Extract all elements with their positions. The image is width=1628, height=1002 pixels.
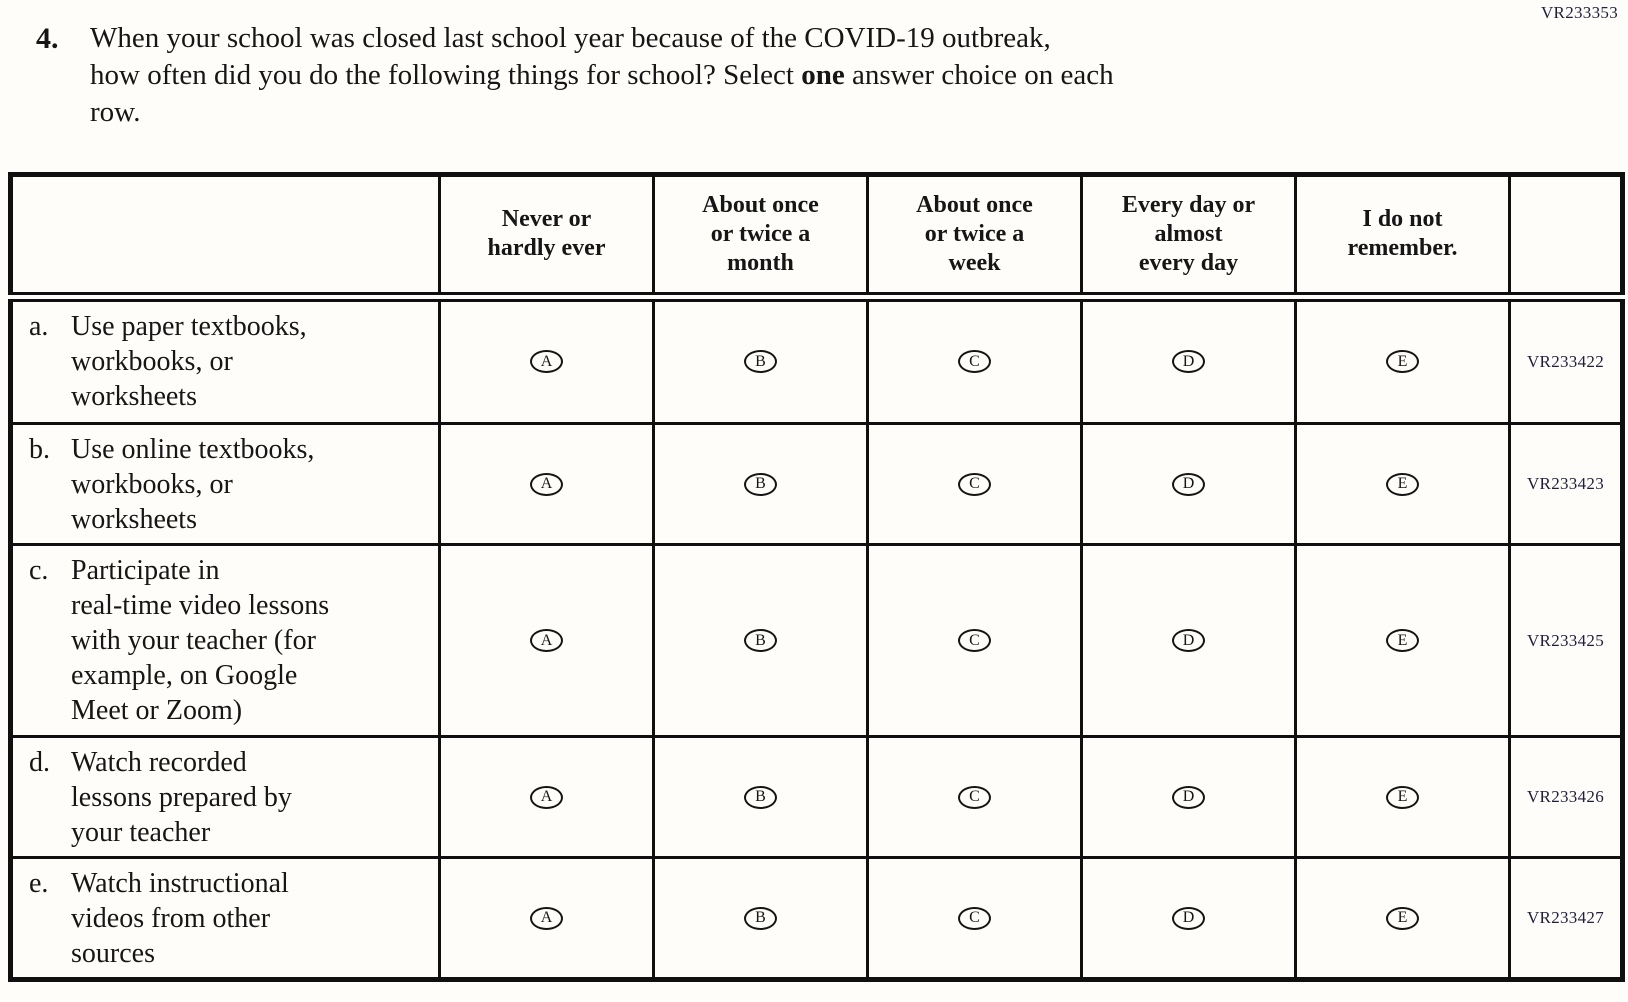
option-cell: C (866, 295, 1083, 425)
answer-bubble-b[interactable]: B (744, 629, 777, 652)
question-bold-word: one (801, 59, 845, 91)
option-cell: D (1080, 543, 1297, 738)
question-block: 4. When your school was closed last scho… (36, 20, 1376, 131)
answer-bubble-d[interactable]: D (1172, 785, 1205, 809)
row-item-code: VR233426 (1508, 735, 1624, 859)
option-cell: B (652, 735, 869, 859)
option-cell: C (866, 856, 1083, 981)
answer-bubble-a[interactable]: A (530, 785, 563, 809)
option-cell: A (438, 543, 655, 738)
table-row-b: b. Use online textbooks, workbooks, or w… (9, 422, 1624, 546)
option-cell: E (1294, 856, 1511, 981)
row-letter: e. (29, 868, 49, 899)
option-cell: E (1294, 422, 1511, 546)
question-text-before: When your school was closed last school … (90, 22, 1051, 91)
answer-bubble-d[interactable]: D (1172, 472, 1205, 496)
answer-bubble-a[interactable]: A (530, 350, 563, 374)
option-cell: B (652, 295, 869, 425)
answer-bubble-c[interactable]: C (958, 629, 991, 652)
table-row-a: a. Use paper textbooks, workbooks, or wo… (9, 295, 1624, 425)
response-grid: Never or hardly ever About once or twice… (8, 172, 1625, 982)
row-item-code: VR233422 (1508, 295, 1624, 425)
answer-bubble-e[interactable]: E (1386, 629, 1419, 652)
header-do-not-remember: I do not remember. (1294, 173, 1511, 302)
row-letter: b. (29, 434, 50, 465)
answer-bubble-e[interactable]: E (1386, 906, 1419, 930)
option-cell: D (1080, 735, 1297, 859)
table-row-d: d. Watch recorded lessons prepared by yo… (9, 735, 1624, 859)
row-letter: d. (29, 747, 50, 778)
option-cell: A (438, 735, 655, 859)
row-label: Participate in real-time video lessons w… (71, 555, 330, 726)
option-cell: D (1080, 856, 1297, 981)
row-label-cell: e. Watch instructional videos from other… (9, 856, 441, 981)
answer-bubble-c[interactable]: C (958, 350, 991, 374)
header-empty-code (1508, 173, 1624, 302)
row-label: Watch instructional videos from other so… (71, 868, 289, 969)
option-cell: B (652, 543, 869, 738)
answer-bubble-a[interactable]: A (530, 472, 563, 496)
answer-bubble-a[interactable]: A (530, 906, 563, 930)
question-number: 4. (36, 22, 59, 55)
header-once-twice-month: About once or twice a month (652, 173, 869, 302)
header-once-twice-week: About once or twice a week (866, 173, 1083, 302)
answer-bubble-b[interactable]: B (744, 472, 777, 496)
option-cell: C (866, 735, 1083, 859)
option-cell: D (1080, 295, 1297, 425)
option-cell: B (652, 856, 869, 981)
header-never-hardly-ever: Never or hardly ever (438, 173, 655, 302)
row-letter: c. (29, 555, 49, 586)
question-text: When your school was closed last school … (90, 20, 1114, 131)
answer-bubble-e[interactable]: E (1386, 472, 1419, 496)
answer-bubble-c[interactable]: C (958, 785, 991, 809)
row-label-cell: a. Use paper textbooks, workbooks, or wo… (9, 295, 441, 425)
answer-bubble-d[interactable]: D (1172, 350, 1205, 374)
answer-bubble-b[interactable]: B (744, 785, 777, 809)
option-cell: E (1294, 543, 1511, 738)
header-every-day: Every day or almost every day (1080, 173, 1297, 302)
option-cell: E (1294, 735, 1511, 859)
row-item-code: VR233425 (1508, 543, 1624, 738)
answer-bubble-b[interactable]: B (744, 906, 777, 930)
option-cell: D (1080, 422, 1297, 546)
row-label-cell: c. Participate in real-time video lesson… (9, 543, 441, 738)
table-row-e: e. Watch instructional videos from other… (9, 856, 1624, 981)
row-item-code: VR233427 (1508, 856, 1624, 981)
answer-bubble-e[interactable]: E (1386, 350, 1419, 374)
answer-bubble-d[interactable]: D (1172, 629, 1205, 652)
option-cell: B (652, 422, 869, 546)
option-cell: A (438, 856, 655, 981)
table-row-c: c. Participate in real-time video lesson… (9, 543, 1624, 738)
answer-bubble-c[interactable]: C (958, 906, 991, 930)
option-cell: E (1294, 295, 1511, 425)
answer-bubble-a[interactable]: A (530, 629, 563, 652)
header-row: Never or hardly ever About once or twice… (9, 173, 1624, 302)
answer-bubble-e[interactable]: E (1386, 785, 1419, 809)
header-empty-label (9, 173, 441, 302)
option-cell: A (438, 295, 655, 425)
row-label-cell: d. Watch recorded lessons prepared by yo… (9, 735, 441, 859)
row-letter: a. (29, 310, 49, 342)
page-code: VR233353 (1540, 3, 1618, 22)
row-label-cell: b. Use online textbooks, workbooks, or w… (9, 422, 441, 546)
row-item-code: VR233423 (1508, 422, 1624, 546)
option-cell: C (866, 543, 1083, 738)
answer-bubble-c[interactable]: C (958, 472, 991, 496)
option-cell: C (866, 422, 1083, 546)
row-label: Use paper textbooks, workbooks, or works… (71, 310, 307, 412)
option-cell: A (438, 422, 655, 546)
row-label: Watch recorded lessons prepared by your … (71, 747, 292, 848)
row-label: Use online textbooks, workbooks, or work… (71, 434, 315, 535)
question-text-after: answer choice on each row. (90, 59, 1114, 128)
answer-bubble-b[interactable]: B (744, 350, 777, 374)
answer-bubble-d[interactable]: D (1172, 906, 1205, 930)
